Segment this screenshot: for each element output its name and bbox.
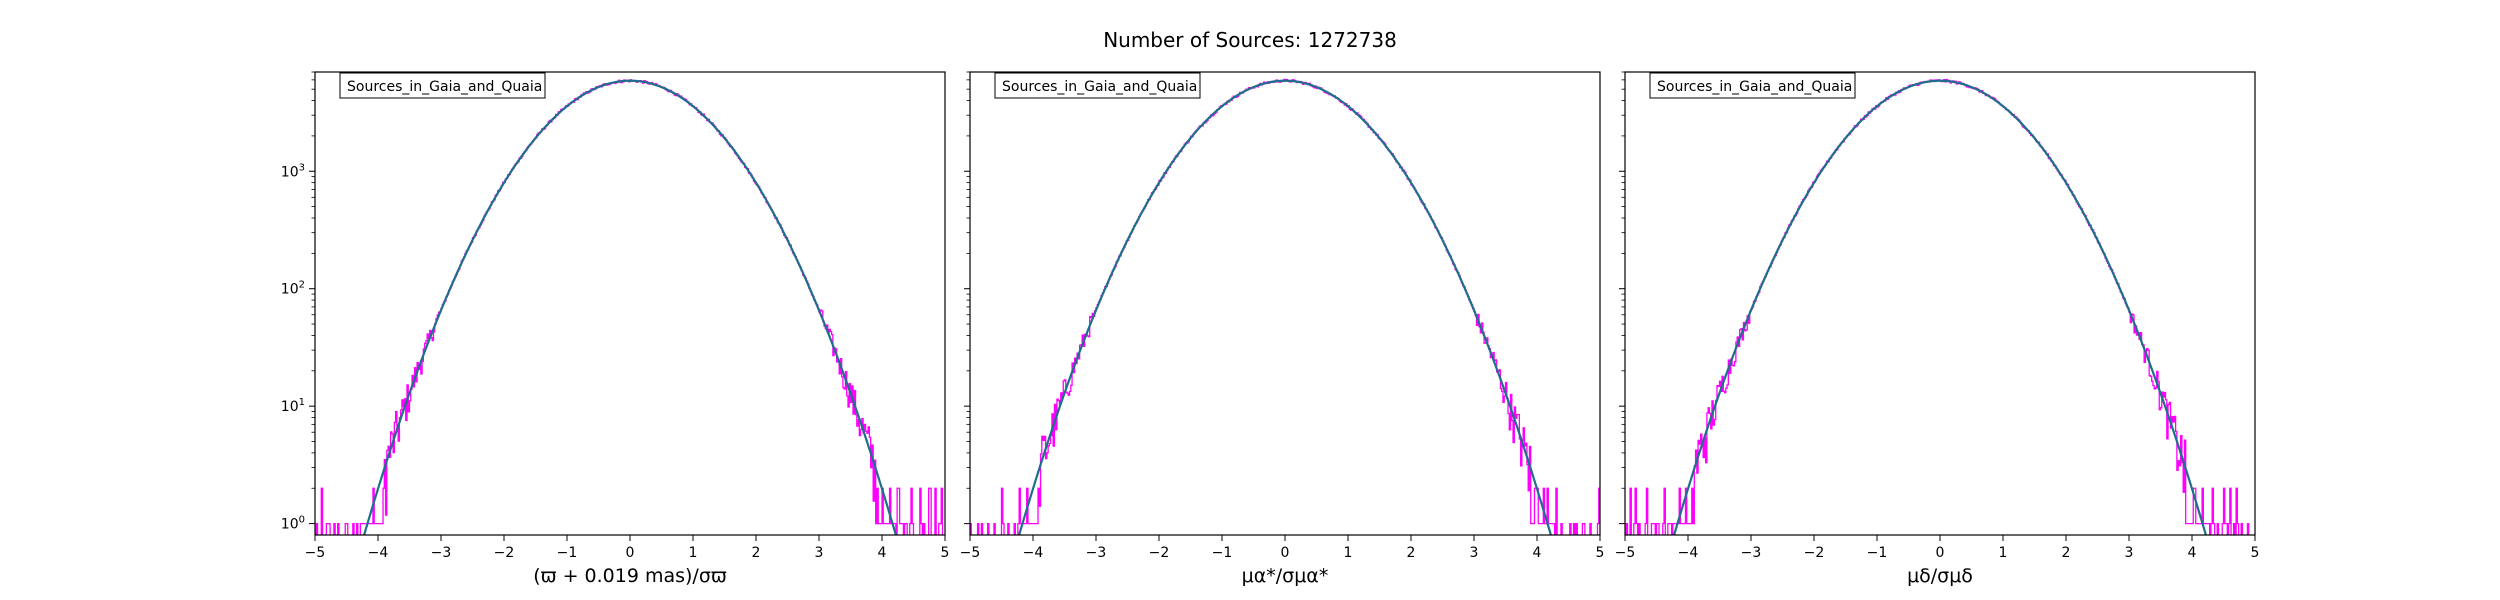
- fit-curve: [1672, 79, 2208, 535]
- histogram-series: [315, 79, 944, 535]
- x-tick-label: −3: [1086, 545, 1107, 561]
- legend: Sources_in_Gaia_and_Quaia: [339, 72, 546, 99]
- plot-area: [315, 79, 944, 535]
- x-tick-label: −3: [1741, 545, 1762, 561]
- axes-frame: [1624, 71, 2256, 536]
- x-tick-label: 0: [626, 545, 635, 561]
- plot-area: [970, 78, 1600, 535]
- histogram-series: [970, 78, 1600, 535]
- legend: Sources_in_Gaia_and_Quaia: [994, 72, 1201, 99]
- y-tick-label: 103: [281, 162, 305, 180]
- y-tick-label: 100: [281, 515, 305, 533]
- x-tick-label: 0: [1281, 545, 1290, 561]
- x-tick-label: −2: [494, 545, 515, 561]
- x-tick-label: 2: [752, 545, 761, 561]
- x-tick-label: 4: [2188, 545, 2197, 561]
- fit-curve: [362, 79, 898, 535]
- x-tick-label: −1: [1212, 545, 1233, 561]
- legend-label: Sources_in_Gaia_and_Quaia: [347, 79, 542, 95]
- plot-area: [1625, 78, 2250, 535]
- x-tick-label: −1: [557, 545, 578, 561]
- x-tick-label: −4: [1678, 545, 1699, 561]
- axes-frame: [314, 71, 946, 536]
- x-tick-label: −2: [1149, 545, 1170, 561]
- x-tick-label: −4: [368, 545, 389, 561]
- legend-box: [994, 72, 1201, 99]
- x-tick-label: −5: [960, 545, 981, 561]
- x-tick-label: 3: [2125, 545, 2134, 561]
- x-tick-label: 5: [2251, 545, 2260, 561]
- legend: Sources_in_Gaia_and_Quaia: [1649, 72, 1856, 99]
- x-tick-label: 2: [2062, 545, 2071, 561]
- x-tick-label: 4: [1533, 545, 1542, 561]
- x-tick-label: 2: [1407, 545, 1416, 561]
- x-axis-label: μα*/σμα*: [1242, 565, 1329, 587]
- y-tick-label: 102: [281, 280, 305, 298]
- x-axis-label: (ϖ + 0.019 mas)/σϖ: [533, 565, 727, 587]
- chart-panel-2: −5 −4 −3 −2 −1 0 1 2 3 4 5 Sources_in_Gaia_and_Quai…: [960, 71, 1605, 587]
- axes-frame: [969, 71, 1601, 536]
- x-tick-label: 1: [1999, 545, 2008, 561]
- x-tick-label: −1: [1867, 545, 1888, 561]
- y-tick-label: 101: [281, 397, 305, 415]
- x-tick-label: 1: [689, 545, 698, 561]
- x-axis-label: μδ/σμδ: [1907, 565, 1973, 587]
- legend-box: [339, 72, 546, 99]
- x-tick-label: −3: [431, 545, 452, 561]
- x-tick-label: 0: [1936, 545, 1945, 561]
- x-tick-label: 1: [1344, 545, 1353, 561]
- legend-label: Sources_in_Gaia_and_Quaia: [1002, 79, 1197, 95]
- x-tick-label: −5: [305, 545, 326, 561]
- x-tick-label: −2: [1804, 545, 1825, 561]
- legend-label: Sources_in_Gaia_and_Quaia: [1657, 79, 1852, 95]
- legend-box: [1649, 72, 1856, 99]
- chart-panel-3: −5 −4 −3 −2 −1 0 1 2 3 4 5 Sources_in_Gaia_and_Quai…: [1615, 71, 2260, 587]
- fit-curve: [1017, 79, 1553, 535]
- chart-panel-1: −5 −4 −3 −2 −1 0 1 2 3 4 5 100 101 102 103 Sources_in_G…: [281, 71, 950, 587]
- x-tick-label: 5: [941, 545, 950, 561]
- histogram-series: [1625, 78, 2250, 535]
- x-tick-label: −5: [1615, 545, 1636, 561]
- x-tick-label: 5: [1596, 545, 1605, 561]
- x-tick-label: 4: [878, 545, 887, 561]
- x-tick-label: 3: [1470, 545, 1479, 561]
- x-tick-label: 3: [815, 545, 824, 561]
- x-tick-label: −4: [1023, 545, 1044, 561]
- figure-title: Number of Sources: 1272738: [1103, 28, 1397, 52]
